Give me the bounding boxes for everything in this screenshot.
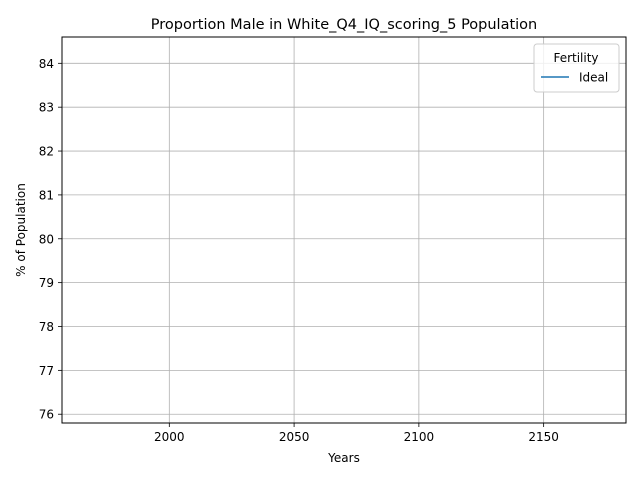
y-tick-label-77: 77 [39,364,54,378]
legend: Fertility Ideal [534,44,619,92]
y-tick-label-78: 78 [39,320,54,334]
y-tick-label-83: 83 [39,101,54,115]
y-axis-label: % of Population [14,183,28,277]
legend-label-ideal: Ideal [579,71,608,85]
y-tick-label-84: 84 [39,57,54,71]
x-tick-label-2150: 2150 [528,430,559,444]
x-tick-label-2100: 2100 [404,430,435,444]
x-axis-label: Years [327,451,360,465]
plot-area [62,37,626,423]
y-tick-label-76: 76 [39,408,54,422]
y-tick-label-80: 80 [39,232,54,246]
y-tick-label-82: 82 [39,145,54,159]
x-tick-label-2000: 2000 [154,430,185,444]
y-tick-label-79: 79 [39,276,54,290]
legend-title: Fertility [553,51,598,65]
x-tick-label-2050: 2050 [279,430,310,444]
chart-title: Proportion Male in White_Q4_IQ_scoring_5… [151,17,538,33]
y-tick-label-81: 81 [39,188,54,202]
